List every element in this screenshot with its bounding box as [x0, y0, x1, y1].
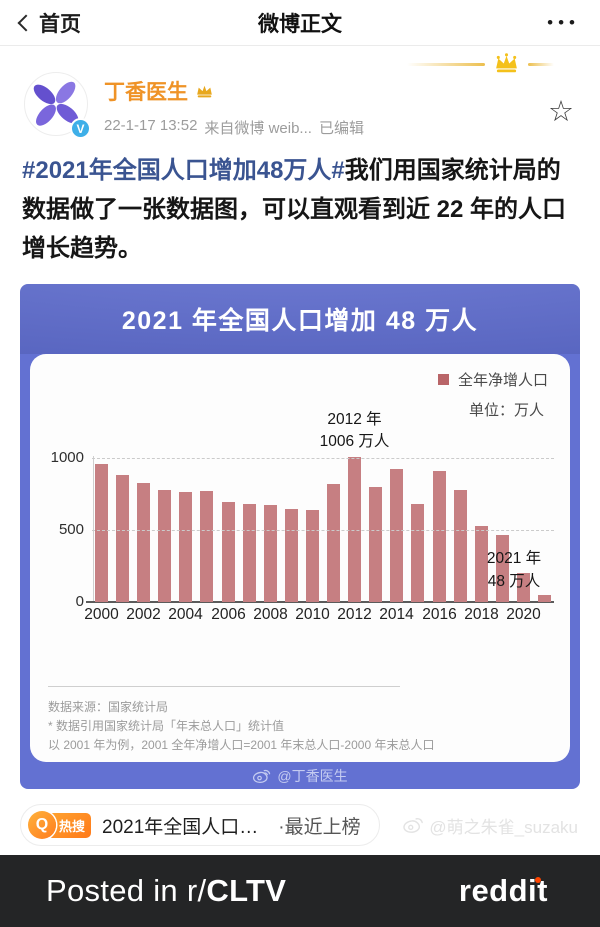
x-tick-label: 2014	[379, 606, 414, 623]
x-tick-label: 2004	[168, 606, 203, 623]
annotation-2012: 2012 年 1006 万人	[319, 411, 390, 450]
reddit-wordmark: reddit	[458, 873, 548, 908]
reddit-footer-bar: Posted in r/CLTV reddit	[0, 855, 600, 927]
bar-2013	[369, 487, 383, 602]
y-tick-label: 500	[58, 520, 84, 538]
hot-search-icon: Q 热搜	[28, 811, 92, 839]
bar-2000	[95, 463, 108, 602]
back-button[interactable]: 首页	[17, 8, 81, 38]
bar-2012	[348, 456, 362, 602]
post-header: V 丁香医生 22-1-17 13:52 来自微博 weib... 已编辑 ☆	[0, 46, 600, 139]
watermark-text: @萌之朱雀_suzaku	[429, 817, 578, 837]
subreddit-link[interactable]: CLTV	[206, 873, 287, 908]
x-tick-label: 2020	[506, 606, 541, 623]
more-options-button[interactable]: •••	[547, 12, 580, 32]
bar-2002	[137, 482, 151, 602]
bar-2008	[263, 504, 277, 602]
data-source-line: 数据来源：国家统计局	[48, 700, 169, 714]
posted-in-label: Posted in r/CLTV	[46, 873, 287, 908]
x-tick-label: 2012	[337, 606, 372, 623]
y-tick-label: 1000	[50, 448, 84, 466]
bar-2007	[242, 503, 256, 602]
y-axis-line	[93, 456, 94, 602]
favorite-star-icon[interactable]: ☆	[548, 96, 574, 128]
bar-2011	[327, 483, 341, 602]
timestamp: 22-1-17 13:52	[104, 117, 198, 134]
gridline-1000	[92, 457, 554, 459]
lilac-flower-logo-icon	[33, 81, 79, 126]
note-line-1: * 数据引用国家统计局「年末总人口」统计值	[48, 719, 285, 733]
author-name[interactable]: 丁香医生	[104, 76, 364, 106]
search-icon: Q	[28, 811, 56, 839]
gold-membership-badge-icon	[197, 85, 212, 97]
chevron-left-icon	[17, 14, 35, 32]
hot-search-row: Q 热搜 2021年全国人口… ·最近上榜 @萌之朱雀_suzaku	[0, 789, 600, 846]
bar-2018	[474, 525, 488, 602]
chart-image[interactable]: 2021 年全国人口增加 48 万人 全年净增人口 单位：万人 2012 年 1…	[20, 284, 580, 789]
bar-2017	[453, 489, 467, 602]
author-block: 丁香医生 22-1-17 13:52 来自微博 weib... 已编辑	[104, 72, 364, 138]
bar-2014	[390, 469, 404, 602]
bar-2005	[200, 491, 214, 602]
bar-2009	[284, 508, 298, 602]
annotation-2021: 2021 年 48 万人	[486, 550, 542, 590]
page-title: 微博正文	[258, 12, 342, 36]
note-line-2: 以 2001 年为例，2001 全年净增人口=2001 年末总人口-2000 年…	[48, 738, 435, 752]
figure-credit-text: @丁香医生	[277, 767, 348, 784]
reddit-brand: reddit	[448, 873, 548, 909]
bar-2021	[537, 595, 551, 602]
source-app: 来自微博 weib...	[204, 120, 312, 137]
bar-2019	[495, 534, 509, 602]
watermark: @萌之朱雀_suzaku	[402, 813, 578, 838]
y-tick-label: 0	[75, 593, 84, 610]
edited-label: 已编辑	[318, 120, 364, 137]
unit-label: 单位：万人	[468, 402, 544, 419]
x-tick-label: 2016	[422, 606, 457, 623]
bar-2006	[221, 502, 235, 602]
hot-search-status: ·最近上榜	[278, 816, 361, 838]
bar-2003	[158, 490, 172, 602]
bar-2015	[411, 503, 425, 602]
x-tick-label: 2002	[126, 606, 161, 623]
footnotes: 数据来源：国家统计局 * 数据引用国家统计局「年末总人口」统计值 以 2001 …	[48, 698, 556, 755]
back-label: 首页	[39, 12, 81, 36]
x-tick-label: 2010	[295, 606, 330, 623]
weibo-icon	[253, 769, 271, 783]
legend-label: 全年净增人口	[457, 372, 548, 389]
footnote-divider	[48, 686, 400, 687]
hot-search-text: 2021年全国人口…	[102, 816, 259, 838]
top-post-crown-decoration	[407, 52, 554, 76]
hashtag-link[interactable]: #2021年全国人口增加48万人#	[22, 157, 345, 184]
chart-title-banner: 2021 年全国人口增加 48 万人	[20, 284, 580, 354]
chart-legend: 全年净增人口 单位：万人	[437, 369, 548, 420]
weibo-watermark-icon	[403, 817, 424, 833]
legend-swatch	[437, 374, 449, 385]
bar-2001	[116, 474, 130, 602]
plot-area: 2012 年 1006 万人 2021 年 48 万人 0 500 1000 2000…	[40, 411, 554, 623]
bar-2020	[516, 572, 530, 602]
crown-line-right	[528, 62, 554, 66]
x-tick-label: 2008	[253, 606, 288, 623]
x-tick-label: 2018	[464, 606, 499, 623]
gridline-500	[92, 529, 554, 531]
bar-2010	[305, 509, 319, 602]
post-body-text: 我们用国家统计局的数据做了一张数据图，可以直观看到近 22 年的人口增长趋势。	[22, 157, 567, 262]
x-axis-line	[86, 601, 554, 603]
figure-credit-strip: @丁香医生	[20, 762, 580, 789]
chart-card: 全年净增人口 单位：万人 2012 年 1006 万人 2021 年 48 万人…	[30, 354, 570, 762]
top-nav-bar: 首页 微博正文 •••	[0, 0, 600, 46]
bar-2016	[432, 471, 446, 602]
crown-line-left	[407, 62, 485, 66]
verified-badge-icon: V	[70, 118, 91, 139]
hot-search-pill[interactable]: Q 热搜 2021年全国人口… ·最近上榜	[20, 804, 380, 846]
x-tick-label: 2000	[84, 606, 119, 623]
avatar[interactable]: V	[24, 72, 91, 139]
x-tick-label: 2006	[211, 606, 246, 623]
post-meta: 22-1-17 13:52 来自微博 weib... 已编辑	[104, 117, 364, 138]
bar-2004	[179, 492, 193, 602]
crown-icon	[496, 53, 517, 73]
post-text: #2021年全国人口增加48万人#我们用国家统计局的数据做了一张数据图，可以直观…	[0, 138, 600, 268]
bars-group	[95, 452, 551, 602]
